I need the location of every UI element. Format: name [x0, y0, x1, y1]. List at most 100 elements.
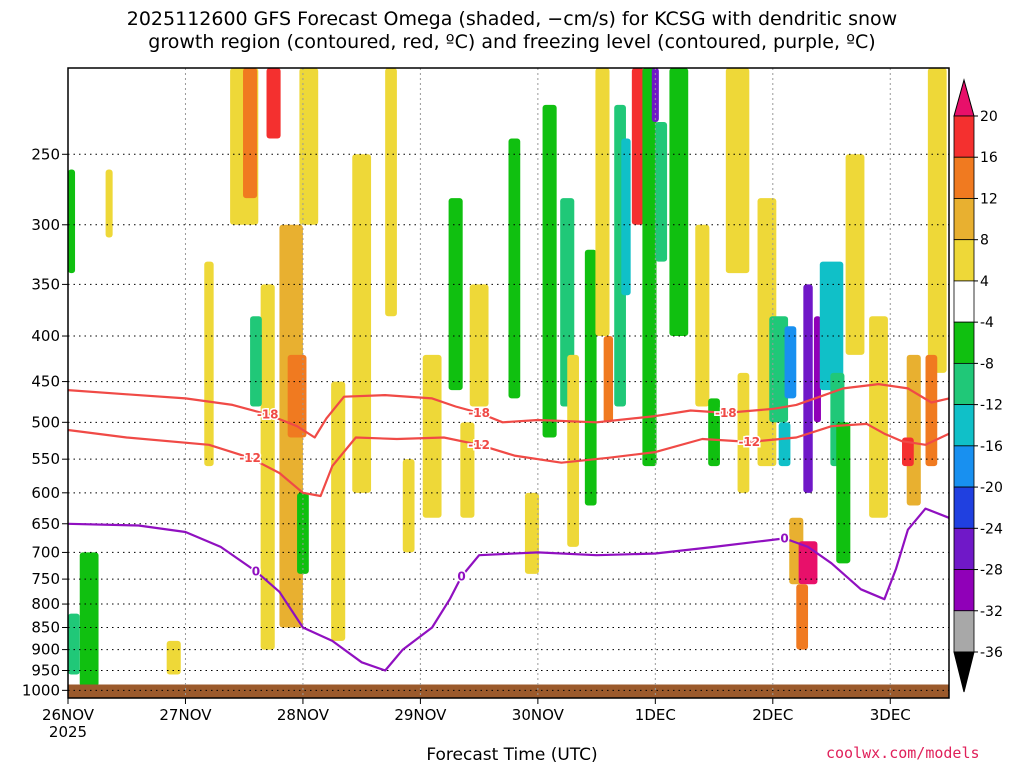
x-tick-label: 1DEC	[635, 706, 676, 724]
omega-cell	[385, 68, 397, 317]
y-tick-label: 900	[31, 641, 60, 659]
y-tick-label: 650	[31, 515, 60, 533]
colorbar-label: 8	[980, 233, 989, 249]
omega-cell	[798, 541, 818, 585]
omega-cell	[243, 68, 258, 199]
colorbar-swatch	[953, 610, 975, 653]
omega-cell	[402, 459, 415, 553]
y-axis: 250 300 350 400 450 500 550 600 650 700 750 800 850 9…	[22, 145, 68, 699]
colorbar-swatch	[953, 486, 975, 529]
chart-title-line1: 2025112600 GFS Forecast Omega (shaded, −…	[126, 8, 898, 30]
omega-cell	[925, 354, 938, 467]
x-tick-label: 3DEC	[870, 706, 911, 724]
y-tick-label: 400	[31, 327, 60, 345]
omega-cell	[845, 154, 865, 355]
colorbar-label: -20	[980, 480, 1003, 496]
omega-cell	[869, 316, 888, 518]
omega-cell	[695, 224, 710, 407]
omega-cell	[655, 122, 668, 262]
colorbar-swatch	[953, 362, 975, 406]
omega-cell	[595, 68, 610, 337]
colorbar-label: -32	[980, 604, 1003, 620]
colorbar-label: -12	[980, 398, 1003, 414]
colorbar-label: 16	[980, 150, 998, 166]
y-tick-label: 750	[31, 570, 60, 588]
contour-label: -12	[468, 438, 490, 452]
omega-cell	[469, 284, 489, 407]
x-tick-label: 2DEC	[752, 706, 793, 724]
omega-cell	[448, 198, 463, 391]
colorbar-label: 4	[980, 274, 989, 290]
omega-cell	[603, 336, 614, 423]
colorbar-bottom-arrow	[953, 651, 975, 693]
y-tick-label: 700	[31, 543, 60, 561]
omega-cell	[250, 316, 262, 407]
colorbar-swatch	[953, 156, 975, 199]
omega-cell	[79, 552, 99, 687]
omega-cell	[642, 68, 657, 467]
plot-frame	[67, 67, 950, 699]
y-tick-label: 600	[31, 484, 60, 502]
omega-cell	[524, 492, 540, 574]
omega-cell	[105, 169, 113, 238]
omega-cell	[331, 381, 346, 641]
y-tick-label: 450	[31, 373, 60, 391]
contour-label: -12	[738, 435, 760, 449]
colorbar-label: -36	[980, 645, 1003, 661]
x-year-label: 2025	[49, 723, 87, 741]
omega-cell	[906, 354, 921, 506]
colorbar-swatch	[953, 280, 975, 323]
contour-label: -18	[257, 408, 279, 422]
y-tick-label: 800	[31, 595, 60, 613]
colorbar-top-arrow	[953, 78, 975, 117]
omega-cell	[796, 584, 809, 650]
grid-lines	[68, 68, 949, 698]
contour-label: 0	[252, 564, 260, 578]
contour-line	[67, 507, 950, 672]
omega-cell	[204, 261, 214, 467]
colorbar-label: -24	[980, 521, 1003, 537]
contour-label: -18	[468, 406, 490, 420]
omega-cell	[651, 68, 659, 123]
omega-cell	[631, 68, 644, 225]
y-tick-label: 550	[31, 450, 60, 468]
omega-cell	[567, 354, 579, 547]
omega-cell	[927, 68, 947, 373]
omega-cell	[166, 640, 181, 675]
omega-cell	[784, 326, 797, 399]
colorbar-label: 12	[980, 191, 998, 207]
omega-cell	[737, 372, 750, 493]
credit-link[interactable]: coolwx.com/models	[826, 744, 980, 762]
x-tick-label: 30NOV	[512, 706, 565, 724]
omega-cell	[352, 154, 372, 493]
y-tick-label: 1000	[22, 681, 60, 699]
y-tick-label: 950	[31, 662, 60, 680]
colorbar-swatch	[953, 239, 975, 282]
omega-cell	[819, 261, 844, 391]
contour-line	[67, 422, 950, 498]
x-tick-label: 27NOV	[159, 706, 212, 724]
omega-cell	[68, 613, 80, 675]
omega-cell	[708, 398, 720, 467]
colorbar-swatch	[953, 404, 975, 447]
colorbar-swatch	[953, 445, 975, 488]
contour-label: -18	[715, 406, 737, 420]
colorbar-label: -16	[980, 439, 1003, 455]
omega-cell	[778, 422, 791, 467]
omega-cell	[508, 138, 521, 399]
omega-cell	[621, 138, 631, 296]
ground-surface	[68, 684, 949, 698]
omega-cell	[460, 422, 475, 518]
chart-title-line2: growth region (contoured, red, ºC) and f…	[148, 31, 876, 53]
omega-cell	[68, 169, 76, 274]
contour-line	[67, 383, 950, 439]
omega-cell	[422, 354, 442, 518]
ground-bar	[68, 684, 949, 698]
y-tick-label: 250	[31, 145, 60, 163]
contour-label: 0	[780, 531, 788, 545]
y-tick-label: 300	[31, 216, 60, 234]
colorbar: 20 16 12 8 4 -4 -8 -12 -16 -20 -24 -28 -32 -36	[953, 78, 1003, 693]
colorbar-swatch	[953, 569, 975, 612]
x-tick-label: 29NOV	[394, 706, 447, 724]
